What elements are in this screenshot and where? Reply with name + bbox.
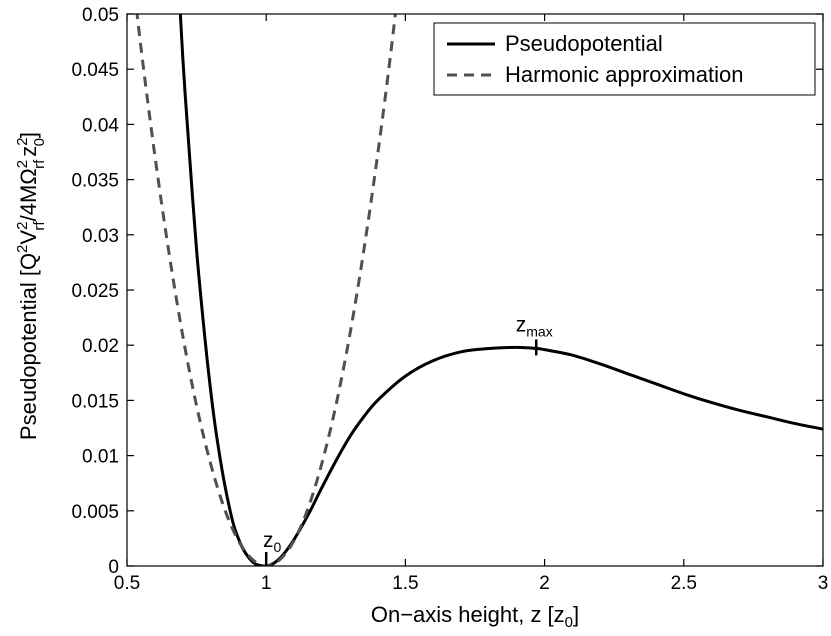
zmax-annotation: zmax: [516, 313, 553, 339]
pseudopotential-line: [178, 14, 823, 566]
y-axis: 0 0.005 0.01 0.015 0.02 0.025 0.03 0.035 0.04 0.0…: [71, 5, 823, 578]
x-tick-label: 1.5: [392, 573, 418, 594]
y-tick-label: 0.035: [71, 171, 119, 192]
y-tick-label: 0.045: [71, 60, 119, 81]
x-tick-label: 1: [261, 573, 272, 594]
y-tick-label: 0.005: [71, 502, 119, 523]
harmonic-approximation-line: [135, 14, 397, 566]
x-tick-label: 3: [818, 573, 829, 594]
y-tick-label: 0.04: [82, 115, 119, 136]
legend-label-harmonic: Harmonic approximation: [505, 62, 743, 87]
plot-background: [127, 14, 823, 566]
x-tick-label: 0.5: [114, 573, 140, 594]
y-tick-label: 0: [108, 557, 119, 578]
y-tick-label: 0.015: [71, 391, 119, 412]
x-axis: 0.5 1 1.5 2 2.5 3: [114, 14, 829, 594]
legend-box: [433, 22, 816, 96]
z0-annotation: z0: [263, 529, 282, 555]
legend: Pseudopotential Harmonic approximation: [433, 22, 816, 96]
x-axis-label: On−axis height, z [z0]: [371, 602, 579, 631]
y-axis-label: Pseudopotential [Q2V2rf/4MΩ2rfz20]: [14, 132, 48, 440]
y-tick-label: 0.025: [71, 281, 119, 302]
x-tick-label: 2: [539, 573, 550, 594]
y-tick-label: 0.01: [82, 447, 119, 468]
curves-group: [135, 14, 823, 566]
x-tick-label: 2.5: [671, 573, 697, 594]
legend-label-pseudopotential: Pseudopotential: [505, 31, 663, 56]
y-tick-label: 0.02: [82, 336, 119, 357]
y-tick-label: 0.05: [82, 5, 119, 26]
y-tick-label: 0.03: [82, 226, 119, 247]
